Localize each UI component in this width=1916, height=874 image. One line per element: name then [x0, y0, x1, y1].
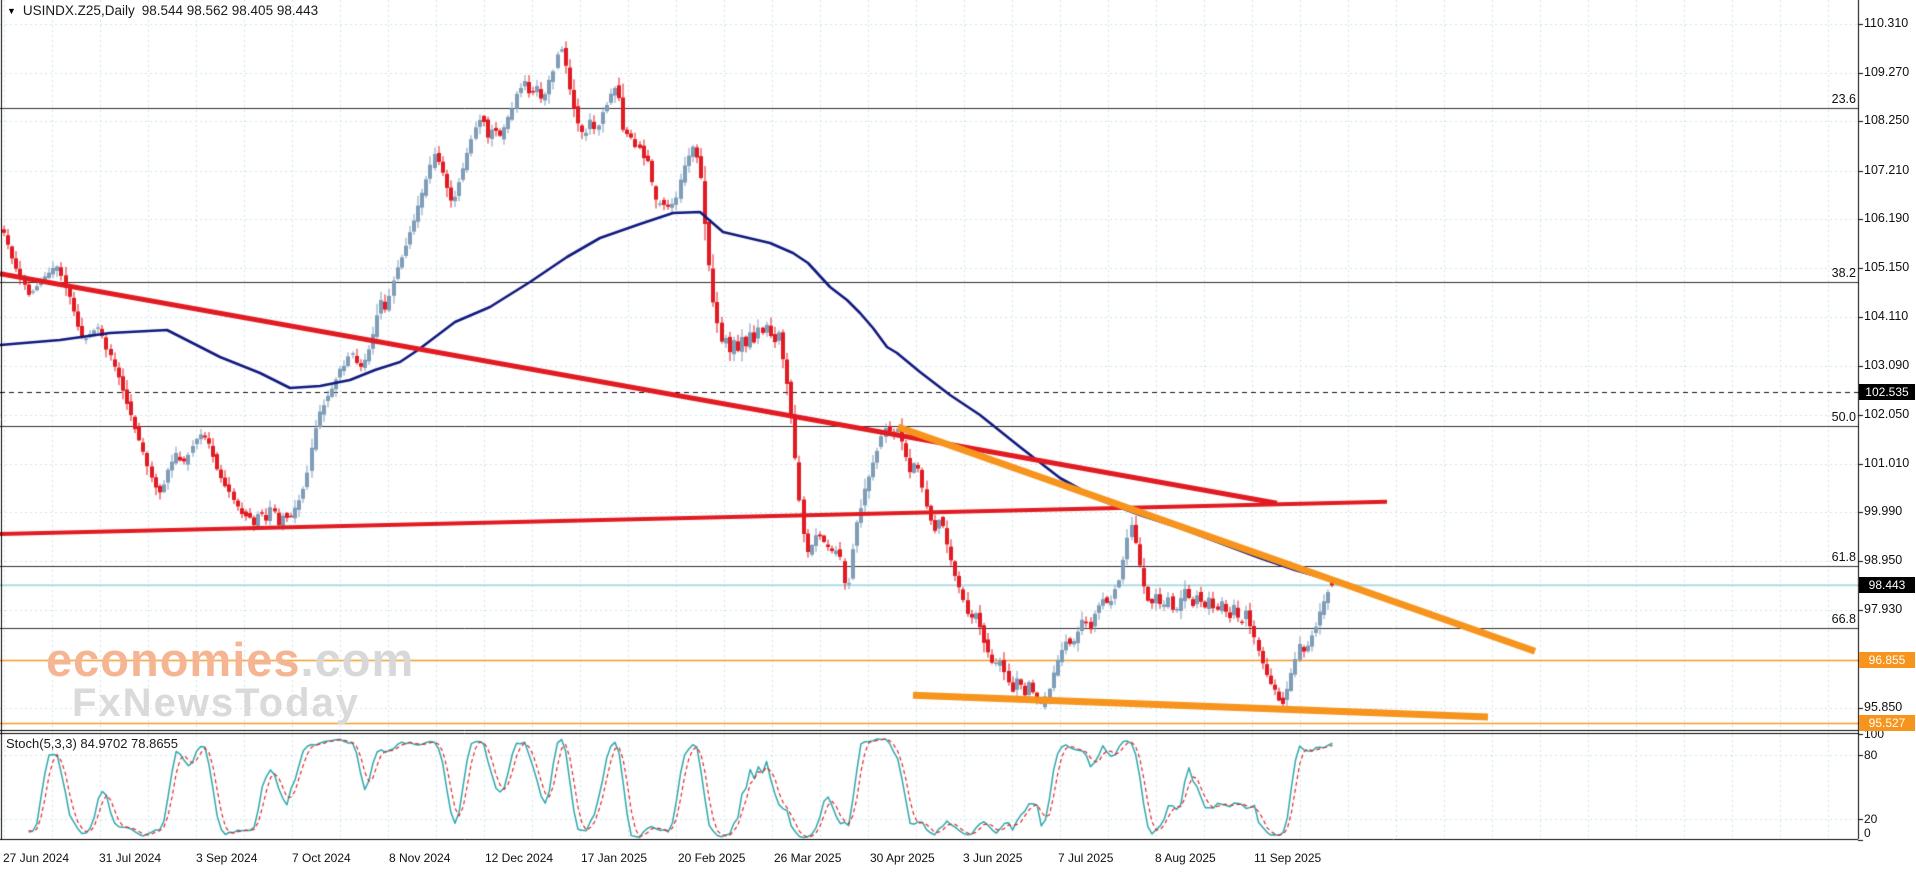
price-axis-label-97.930: 97.930	[1864, 601, 1903, 616]
fib-level-label-61.8: 61.8	[1831, 550, 1856, 565]
price-axis-label-95.850: 95.850	[1864, 700, 1903, 715]
price-axis-label-101.010: 101.010	[1864, 455, 1910, 470]
fib-level-label-66.8: 66.8	[1831, 612, 1856, 627]
price-axis-label-102.050: 102.050	[1864, 406, 1910, 421]
date-label-12: 8 Aug 2025	[1155, 851, 1216, 865]
price-axis-label-108.250: 108.250	[1864, 113, 1910, 128]
date-label-6: 17 Jan 2025	[581, 851, 648, 865]
fib-level-label-50.0: 50.0	[1831, 410, 1856, 425]
price-axis-label-110.310: 110.310	[1864, 16, 1909, 30]
date-label-10: 3 Jun 2025	[963, 851, 1023, 865]
date-label-4: 8 Nov 2024	[389, 851, 451, 865]
watermark-brand: economies.com	[46, 632, 414, 687]
symbol-dropdown-icon[interactable]: ▼	[7, 5, 16, 16]
stoch-scale-80: 80	[1864, 748, 1878, 763]
stochastic-indicator-label: Stoch(5,3,3) 84.9702 78.8655	[6, 736, 179, 751]
watermark-brand-suffix: .com	[300, 633, 415, 686]
date-label-9: 30 Apr 2025	[870, 851, 935, 865]
symbol-period-label: USINDX.Z25,Daily	[22, 3, 135, 18]
date-label-0: 27 Jun 2024	[3, 851, 70, 865]
price-badge-95.527: 95.527	[1859, 715, 1915, 732]
price-axis-label-107.210: 107.210	[1864, 162, 1910, 177]
price-axis-label-109.270: 109.270	[1864, 65, 1910, 80]
date-label-13: 11 Sep 2025	[1254, 851, 1322, 865]
price-axis-label-105.150: 105.150	[1864, 260, 1910, 275]
price-axis-label-106.190: 106.190	[1864, 210, 1910, 225]
date-label-1: 31 Jul 2024	[99, 851, 162, 865]
price-badge-96.855: 96.855	[1859, 652, 1915, 669]
date-label-2: 3 Sep 2024	[196, 851, 258, 865]
price-badge-102.535: 102.535	[1859, 383, 1915, 400]
date-label-3: 7 Oct 2024	[292, 851, 351, 865]
fib-level-label-38.2: 38.2	[1831, 266, 1856, 281]
watermark-brand-name: economies	[46, 633, 301, 686]
stoch-scale-20: 20	[1864, 811, 1878, 826]
date-label-5: 12 Dec 2024	[485, 851, 554, 865]
ohlc-values: 98.544 98.562 98.405 98.443	[141, 3, 319, 18]
price-badge-98.443: 98.443	[1859, 577, 1915, 594]
watermark-subtitle: FxNewsToday	[72, 681, 360, 725]
chart-title: ▼ USINDX.Z25,Daily 98.544 98.562 98.405 …	[7, 3, 318, 18]
stoch-scale-0: 0	[1864, 826, 1871, 840]
price-axis-label-104.110: 104.110	[1864, 309, 1909, 324]
date-label-11: 7 Jul 2025	[1058, 851, 1114, 865]
price-axis-label-99.990: 99.990	[1864, 504, 1903, 519]
fib-level-label-23.6: 23.6	[1831, 92, 1856, 107]
date-label-8: 26 Mar 2025	[774, 851, 842, 865]
price-axis-label-98.950: 98.950	[1864, 553, 1903, 568]
price-axis-label-103.090: 103.090	[1864, 357, 1910, 372]
date-label-7: 20 Feb 2025	[678, 851, 746, 865]
